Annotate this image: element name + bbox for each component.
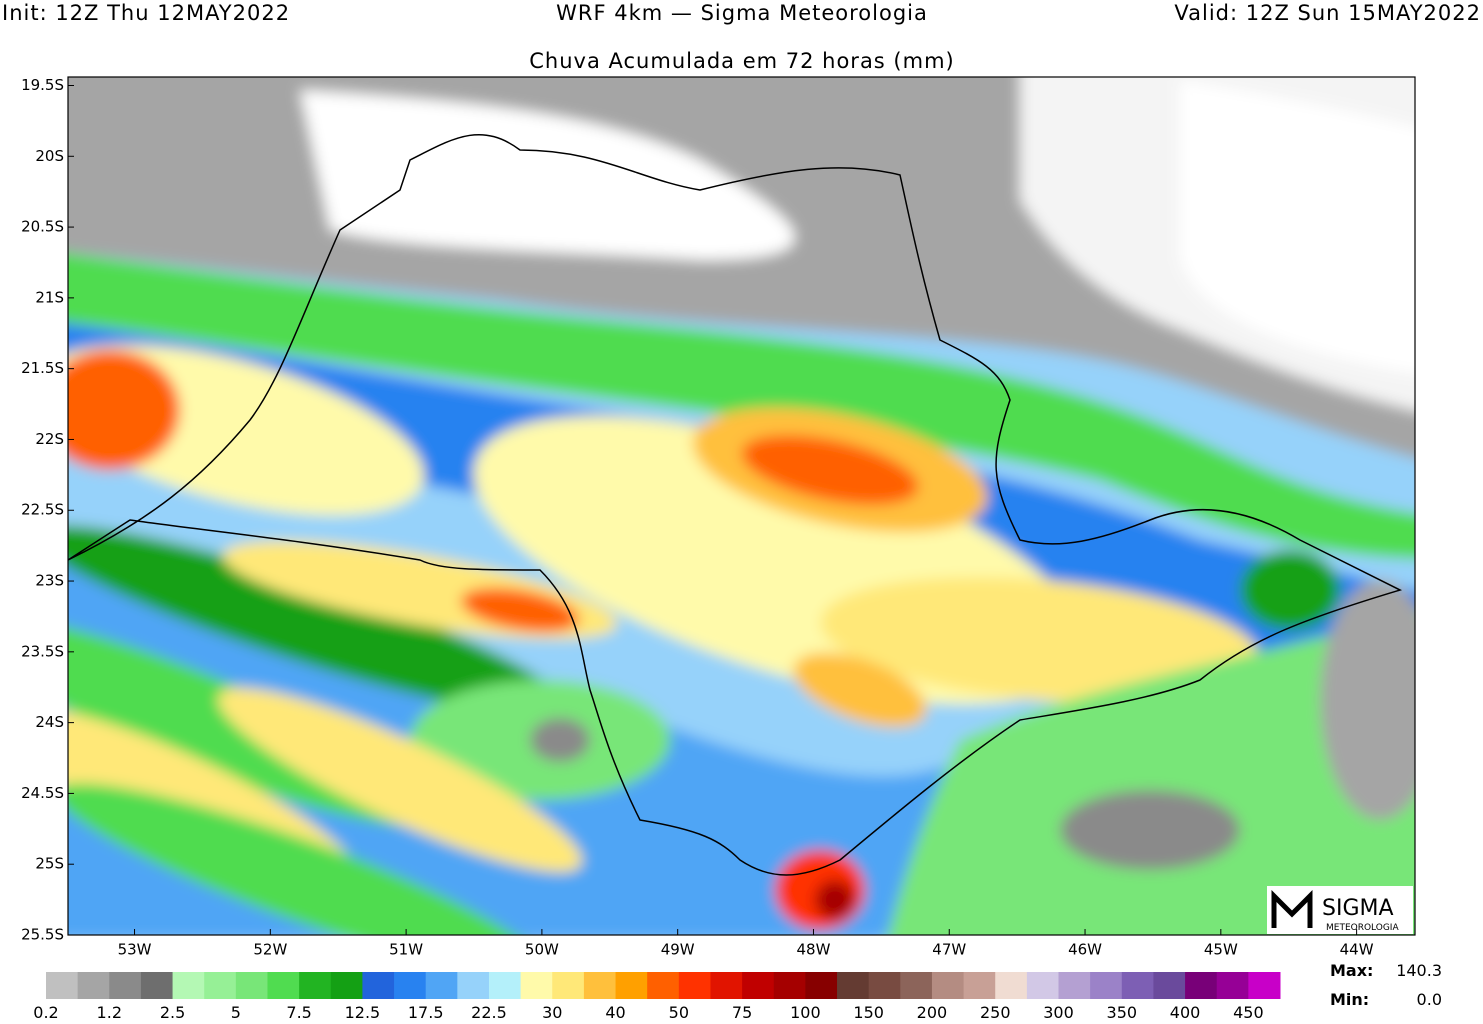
colorbar-label: 1.2 (97, 1003, 122, 1020)
colorbar-swatch (583, 972, 617, 999)
map-title: Chuva Acumulada em 72 horas (mm) (529, 49, 954, 73)
colorbar-label: 30 (542, 1003, 562, 1020)
x-tick-label: 46W (1068, 941, 1102, 959)
colorbar-swatch (931, 972, 965, 999)
colorbar-label: 300 (1043, 1003, 1074, 1020)
colorbar-swatch (1248, 972, 1281, 999)
colorbar-swatch (204, 972, 237, 999)
colorbar-swatch (678, 972, 711, 999)
colorbar-swatch (46, 972, 79, 999)
colorbar-swatch (647, 972, 680, 999)
colorbar-swatch (488, 972, 522, 999)
colorbar-swatch (1058, 972, 1091, 999)
colorbar-swatch (394, 972, 427, 999)
colorbar-swatch (109, 972, 142, 999)
colorbar-swatch (552, 972, 585, 999)
rain-field (68, 77, 1415, 935)
colorbar-label: 100 (790, 1003, 821, 1020)
y-tick-label: 24.5S (21, 784, 64, 802)
logo-name: SIGMA (1322, 896, 1394, 921)
colorbar-label: 250 (980, 1003, 1011, 1020)
colorbar-label: 7.5 (286, 1003, 311, 1020)
colorbar-swatch (330, 972, 363, 999)
y-tick-label: 23S (35, 572, 64, 590)
colorbar-swatch (172, 972, 205, 999)
x-tick-label: 47W (932, 941, 966, 959)
colorbar-swatch (1185, 972, 1218, 999)
colorbar-label: 350 (1107, 1003, 1138, 1020)
x-tick-label: 50W (525, 941, 559, 959)
colorbar-swatch (837, 972, 870, 999)
colorbar-swatch (742, 972, 775, 999)
y-tick-label: 20.5S (21, 218, 64, 236)
colorbar-label: 150 (853, 1003, 884, 1020)
x-tick-label: 45W (1204, 941, 1238, 959)
init-time: Init: 12Z Thu 12MAY2022 (2, 1, 290, 25)
x-tick-label: 52W (253, 941, 287, 959)
colorbar-label: 5 (231, 1003, 241, 1020)
y-tick-label: 21S (35, 288, 64, 306)
logo-sub: METEOROLOGIA (1326, 923, 1399, 933)
valid-time: Valid: 12Z Sun 15MAY2022 (1174, 1, 1481, 25)
y-tick-label: 22S (35, 430, 64, 448)
min-label: Min: (1330, 990, 1369, 1009)
colorbar-swatch (710, 972, 743, 999)
colorbar-label: 50 (669, 1003, 689, 1020)
colorbar-swatch (362, 972, 395, 999)
colorbar-swatch (995, 972, 1028, 999)
map-frame (67, 76, 1416, 936)
colorbar-label: 75 (732, 1003, 752, 1020)
colorbar-swatch (140, 972, 174, 999)
colorbar-swatch (235, 972, 268, 999)
x-tick-label: 51W (389, 941, 423, 959)
y-tick-label: 21.5S (21, 359, 64, 377)
colorbar-swatch (868, 972, 901, 999)
colorbar-label: 450 (1233, 1003, 1264, 1020)
y-tick-label: 24S (35, 713, 64, 731)
colorbar-swatch (1153, 972, 1186, 999)
x-tick-label: 49W (661, 941, 695, 959)
colorbar-label: 2.5 (160, 1003, 185, 1020)
colorbar-label: 400 (1170, 1003, 1201, 1020)
colorbar-swatch (773, 972, 806, 999)
colorbar-label: 22.5 (471, 1003, 507, 1020)
x-tick-label: 44W (1340, 941, 1374, 959)
colorbar-swatch (1121, 972, 1154, 999)
y-tick-label: 22.5S (21, 501, 64, 519)
colorbar-swatch (1216, 972, 1249, 999)
colorbar-swatch (425, 972, 458, 999)
colorbar-swatch (805, 972, 838, 999)
x-tick-label: 53W (118, 941, 152, 959)
colorbar-swatch (77, 972, 110, 999)
y-tick-label: 23.5S (21, 642, 64, 660)
x-tick-label: 48W (797, 941, 831, 959)
y-tick-label: 25.5S (21, 926, 64, 944)
colorbar-swatch (1026, 972, 1060, 999)
colorbar-label: 40 (605, 1003, 625, 1020)
colorbar-swatch (457, 972, 490, 999)
colorbar-swatch (267, 972, 300, 999)
logo: SIGMA METEOROLOGIA (1267, 886, 1413, 934)
max-label: Max: (1330, 961, 1373, 980)
colorbar-swatch (900, 972, 933, 999)
max-value: 140.3 (1396, 961, 1442, 980)
colorbar-label: 12.5 (345, 1003, 381, 1020)
colorbar-swatch (963, 972, 996, 999)
model-name: WRF 4km — Sigma Meteorologia (556, 1, 928, 25)
colorbar-swatch (299, 972, 332, 999)
y-tick-label: 20S (35, 147, 64, 165)
y-tick-label: 25S (35, 855, 64, 873)
colorbar-swatch (520, 972, 553, 999)
colorbar-label: 0.2 (33, 1003, 58, 1020)
colorbar-label: 200 (917, 1003, 948, 1020)
colorbar-swatch (1090, 972, 1123, 999)
min-value: 0.0 (1417, 990, 1442, 1009)
colorbar-swatch (615, 972, 648, 999)
y-tick-label: 19.5S (21, 76, 64, 94)
colorbar-label: 17.5 (408, 1003, 444, 1020)
